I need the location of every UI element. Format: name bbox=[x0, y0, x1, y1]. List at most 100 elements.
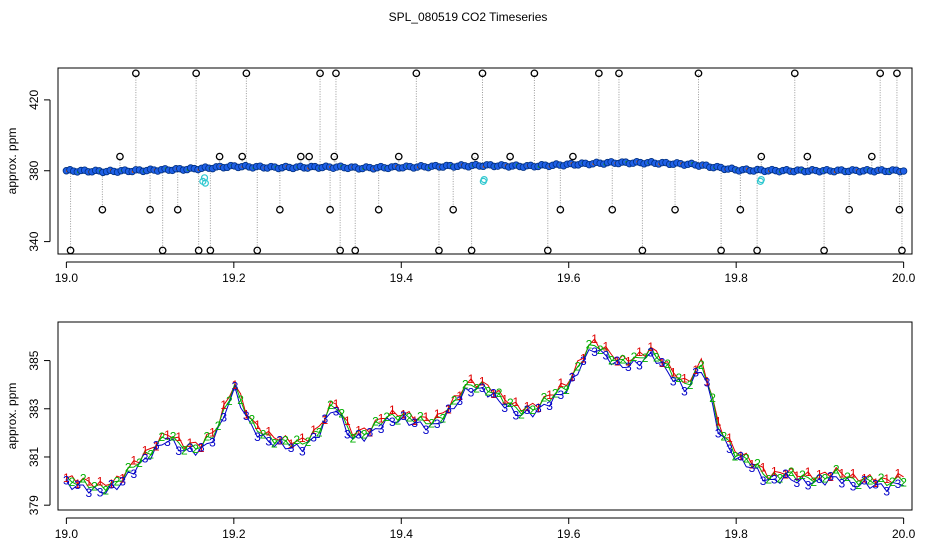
series-1-marker: 1 bbox=[636, 345, 643, 359]
series-1-marker: 1 bbox=[771, 464, 778, 478]
series-3-marker: 3 bbox=[119, 475, 126, 489]
series-3-marker: 3 bbox=[288, 441, 295, 455]
series-3-marker: 3 bbox=[378, 422, 385, 436]
series-2-marker: 2 bbox=[608, 353, 615, 367]
outlier-point bbox=[326, 205, 334, 214]
series-3-marker: 3 bbox=[468, 386, 475, 400]
series-2-marker: 2 bbox=[147, 448, 154, 462]
series-2-marker: 2 bbox=[170, 429, 177, 443]
top-y-tick-label: 340 bbox=[27, 231, 41, 251]
series-3-marker: 3 bbox=[445, 402, 452, 416]
top-plot-frame bbox=[57, 67, 913, 255]
series-1-marker: 1 bbox=[704, 375, 711, 389]
series-1-marker: 1 bbox=[546, 388, 553, 402]
outlier-point bbox=[753, 246, 761, 255]
series-1-marker: 1 bbox=[468, 372, 475, 386]
series-2-marker: 2 bbox=[743, 452, 750, 466]
series-1-marker: 1 bbox=[558, 376, 565, 390]
series-1-marker: 1 bbox=[883, 472, 890, 486]
series-3-marker: 3 bbox=[726, 442, 733, 456]
series-2-marker: 2 bbox=[271, 436, 278, 450]
outlier-point bbox=[615, 69, 623, 78]
series-3-marker: 3 bbox=[749, 461, 756, 475]
series-2-marker: 2 bbox=[889, 475, 896, 489]
series-3-marker: 3 bbox=[737, 449, 744, 463]
baseline-point bbox=[899, 167, 908, 175]
series-1-marker: 1 bbox=[322, 413, 329, 427]
series-2-marker: 2 bbox=[900, 475, 907, 489]
series-3-marker: 3 bbox=[164, 435, 171, 449]
series-3-marker: 3 bbox=[142, 452, 149, 466]
series-2-marker: 2 bbox=[248, 412, 255, 426]
series-3-marker: 3 bbox=[389, 415, 396, 429]
series-2-marker: 2 bbox=[642, 351, 649, 365]
series-2-marker: 2 bbox=[327, 398, 334, 412]
series-3-marker: 3 bbox=[299, 444, 306, 458]
bottom-series-lines bbox=[65, 338, 904, 494]
outlier-point bbox=[206, 246, 215, 255]
top-y-tick-label: 420 bbox=[27, 90, 41, 110]
series-3-marker: 3 bbox=[63, 474, 70, 488]
series-3-marker: 3 bbox=[501, 401, 508, 415]
series-1-marker: 1 bbox=[569, 370, 576, 384]
outlier-point bbox=[638, 246, 647, 255]
outlier-point bbox=[146, 205, 154, 214]
series-3-marker: 3 bbox=[715, 426, 722, 440]
series-2-marker: 2 bbox=[114, 474, 121, 488]
series-2-marker: 2 bbox=[529, 403, 536, 417]
top-points bbox=[62, 69, 908, 255]
series-3-marker: 3 bbox=[130, 467, 137, 481]
series-2-marker: 2 bbox=[226, 394, 233, 408]
top-x-tick-label: 19.6 bbox=[557, 271, 581, 285]
series-3-marker: 3 bbox=[704, 375, 711, 389]
top-x-axis: 19.0 19.2 19.4 19.6 19.8 20.0 bbox=[55, 261, 916, 285]
series-2-marker: 2 bbox=[215, 419, 222, 433]
series-3-marker: 3 bbox=[86, 486, 93, 500]
series-2-marker: 2 bbox=[136, 456, 143, 470]
series-2-marker: 2 bbox=[619, 352, 626, 366]
series-1-marker: 1 bbox=[749, 457, 756, 471]
series-1-marker: 1 bbox=[411, 414, 418, 428]
series-1-marker: 1 bbox=[344, 414, 351, 428]
series-2-marker: 2 bbox=[406, 410, 413, 424]
series-1-marker: 1 bbox=[838, 467, 845, 481]
series-2-marker: 2 bbox=[484, 384, 491, 398]
outlier-point bbox=[98, 205, 107, 214]
series-2-marker: 2 bbox=[473, 381, 480, 395]
series-2-marker: 2 bbox=[496, 386, 503, 400]
series-1-marker: 1 bbox=[513, 395, 520, 409]
series-2-line bbox=[66, 344, 904, 492]
outlier-point bbox=[467, 246, 476, 255]
series-1-marker: 1 bbox=[209, 426, 216, 440]
outlier-point bbox=[336, 246, 345, 255]
series-3-marker: 3 bbox=[209, 435, 216, 449]
series-3-marker: 3 bbox=[816, 472, 823, 486]
series-1-marker: 1 bbox=[827, 470, 834, 484]
series-2-marker: 2 bbox=[293, 433, 300, 447]
series-2-marker: 2 bbox=[799, 468, 806, 482]
series-1-marker: 1 bbox=[737, 449, 744, 463]
outlier-point bbox=[374, 205, 383, 214]
bottom-y-tick-label: 385 bbox=[27, 350, 41, 370]
series-1-marker: 1 bbox=[130, 454, 137, 468]
outlier-point bbox=[595, 69, 603, 78]
series-2-marker: 2 bbox=[822, 472, 829, 486]
series-3-marker: 3 bbox=[771, 472, 778, 486]
series-3-marker: 3 bbox=[277, 434, 284, 448]
series-3-marker: 3 bbox=[591, 345, 598, 359]
bottom-y-axis: 379 381 383 385 bbox=[27, 350, 51, 515]
series-2-marker: 2 bbox=[305, 435, 312, 449]
outlier-point bbox=[893, 69, 901, 78]
series-3-marker: 3 bbox=[782, 467, 789, 481]
series-3-marker: 3 bbox=[805, 479, 812, 493]
series-2-marker: 2 bbox=[698, 358, 705, 372]
series-2-marker: 2 bbox=[395, 413, 402, 427]
top-x-tick-label: 20.0 bbox=[892, 271, 916, 285]
series-1-marker: 1 bbox=[490, 387, 497, 401]
series-1-marker: 1 bbox=[580, 351, 587, 365]
series-1-marker: 1 bbox=[366, 426, 373, 440]
series-1-marker: 1 bbox=[479, 374, 486, 388]
series-3-marker: 3 bbox=[580, 354, 587, 368]
series-2-marker: 2 bbox=[282, 434, 289, 448]
